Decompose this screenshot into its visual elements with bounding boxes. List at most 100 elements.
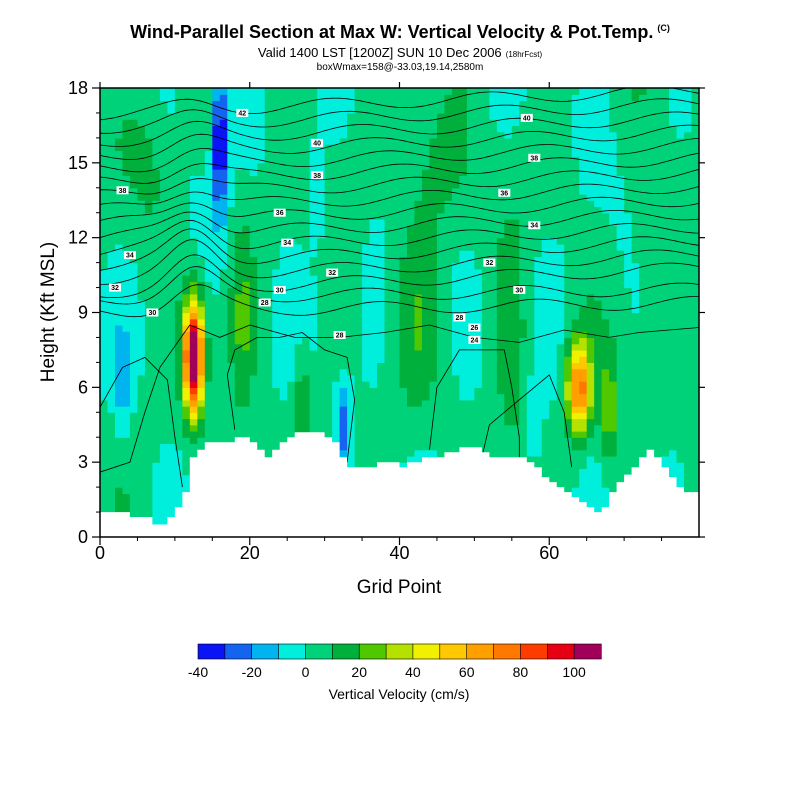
velocity-cell (669, 412, 678, 420)
velocity-cell (504, 312, 513, 320)
velocity-cell (354, 343, 363, 351)
velocity-cell (189, 187, 198, 195)
velocity-cell (564, 306, 573, 314)
velocity-cell (534, 175, 543, 183)
velocity-cell (189, 293, 198, 301)
velocity-cell (474, 268, 483, 276)
velocity-cell (526, 381, 535, 388)
velocity-cell (129, 324, 139, 332)
velocity-cell (586, 293, 595, 301)
velocity-cell (354, 225, 363, 233)
velocity-cell (129, 468, 139, 476)
velocity-cell (189, 349, 198, 357)
velocity-cell (339, 293, 348, 301)
velocity-cell (571, 356, 580, 363)
velocity-cell (459, 231, 468, 239)
velocity-cell (114, 337, 124, 345)
velocity-cell (444, 181, 453, 189)
velocity-cell (174, 368, 183, 376)
velocity-cell (182, 349, 191, 357)
velocity-cell (661, 275, 670, 282)
velocity-cell (414, 324, 423, 332)
velocity-cell (601, 324, 610, 332)
velocity-cell (466, 250, 475, 257)
velocity-cell (601, 187, 610, 195)
velocity-cell (609, 349, 618, 357)
velocity-cell (114, 430, 124, 438)
velocity-cell (489, 356, 498, 363)
velocity-cell (406, 437, 416, 445)
velocity-cell (429, 374, 438, 382)
velocity-cell (377, 437, 386, 445)
velocity-cell (414, 356, 423, 363)
velocity-cell (571, 424, 580, 432)
velocity-cell (167, 449, 176, 457)
velocity-cell (219, 349, 228, 357)
velocity-cell (242, 362, 251, 370)
velocity-cell (571, 162, 580, 170)
velocity-cell (129, 156, 139, 164)
velocity-cell (309, 150, 318, 158)
velocity-cell (684, 462, 693, 470)
velocity-cell (159, 331, 168, 339)
velocity-cell (511, 368, 520, 376)
velocity-cell (534, 262, 543, 270)
velocity-cell (174, 343, 183, 351)
velocity-cell (317, 181, 326, 189)
velocity-cell (152, 505, 161, 513)
velocity-cell (684, 487, 693, 494)
velocity-cell (264, 430, 273, 438)
velocity-cell (399, 343, 408, 351)
velocity-cell (691, 324, 699, 332)
velocity-cell (167, 455, 176, 463)
velocity-cell (639, 156, 648, 164)
velocity-cell (144, 418, 154, 426)
velocity-cell (272, 312, 281, 320)
velocity-cell (406, 337, 416, 345)
velocity-cell (384, 324, 393, 332)
velocity-cell (369, 287, 378, 295)
velocity-cell (362, 387, 371, 395)
velocity-cell (107, 368, 116, 376)
velocity-cell (107, 250, 116, 257)
velocity-cell (639, 268, 648, 276)
velocity-cell (661, 281, 670, 289)
velocity-cell (639, 368, 648, 376)
velocity-cell (197, 443, 206, 451)
velocity-cell (511, 418, 520, 426)
velocity-cell (459, 169, 468, 176)
velocity-cell (594, 225, 603, 233)
velocity-cell (601, 281, 610, 289)
velocity-cell (347, 437, 356, 445)
velocity-cell (429, 212, 438, 220)
velocity-cell (609, 306, 618, 314)
velocity-cell (219, 374, 228, 382)
velocity-cell (459, 349, 468, 357)
velocity-cell (189, 331, 198, 339)
velocity-cell (646, 169, 655, 176)
velocity-cell (369, 343, 378, 351)
velocity-cell (302, 150, 311, 158)
velocity-cell (377, 406, 386, 413)
velocity-cell (676, 218, 685, 226)
velocity-cell (100, 187, 109, 195)
velocity-cell (272, 268, 281, 276)
velocity-cell (429, 150, 438, 158)
velocity-cell (152, 487, 161, 494)
velocity-cell (167, 499, 176, 507)
velocity-cell (369, 243, 378, 251)
velocity-cell (691, 225, 699, 233)
velocity-cell (234, 343, 243, 351)
velocity-cell (436, 449, 446, 457)
velocity-cell (496, 406, 505, 413)
velocity-cell (369, 381, 378, 388)
velocity-cell (362, 275, 371, 282)
velocity-cell (481, 156, 490, 164)
velocity-cell (234, 306, 243, 314)
velocity-cell (227, 250, 236, 257)
velocity-cell (489, 331, 498, 339)
velocity-cell (669, 430, 678, 438)
velocity-cell (616, 156, 625, 164)
velocity-cell (646, 412, 655, 420)
velocity-cell (152, 518, 161, 526)
